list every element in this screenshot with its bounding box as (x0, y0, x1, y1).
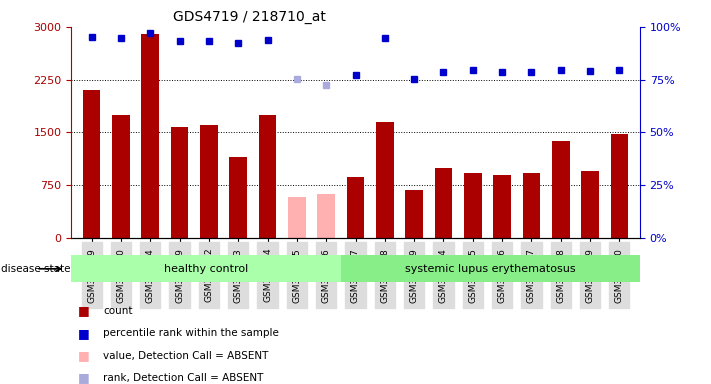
Bar (405, 190, 423, 238)
Text: percentile rank within the sample: percentile rank within the sample (103, 328, 279, 338)
Bar (82, 90, 100, 238)
Text: GDS4719 / 218710_at: GDS4719 / 218710_at (173, 10, 326, 25)
Bar (552, 141, 570, 238)
Bar (171, 127, 188, 238)
Text: ■: ■ (78, 349, 90, 362)
Bar (493, 175, 511, 238)
Bar (464, 173, 481, 238)
Text: healthy control: healthy control (164, 264, 248, 274)
Bar (341, 255, 640, 282)
Text: count: count (103, 306, 132, 316)
Bar (376, 122, 394, 238)
Text: ■: ■ (78, 305, 90, 318)
Bar (347, 177, 364, 238)
Bar (141, 34, 159, 238)
Text: systemic lupus erythematosus: systemic lupus erythematosus (405, 264, 576, 274)
Bar (112, 115, 129, 238)
Bar (523, 173, 540, 238)
Text: rank, Detection Call = ABSENT: rank, Detection Call = ABSENT (103, 373, 264, 383)
Bar (200, 126, 218, 238)
Text: ■: ■ (78, 327, 90, 340)
Text: value, Detection Call = ABSENT: value, Detection Call = ABSENT (103, 351, 269, 361)
Text: ■: ■ (78, 371, 90, 384)
Bar (230, 157, 247, 238)
Bar (259, 115, 277, 238)
Bar (611, 134, 629, 238)
Bar (434, 168, 452, 238)
Bar (71, 255, 341, 282)
Bar (582, 171, 599, 238)
Text: disease state: disease state (1, 264, 71, 274)
Bar (317, 194, 335, 238)
Bar (288, 197, 306, 238)
